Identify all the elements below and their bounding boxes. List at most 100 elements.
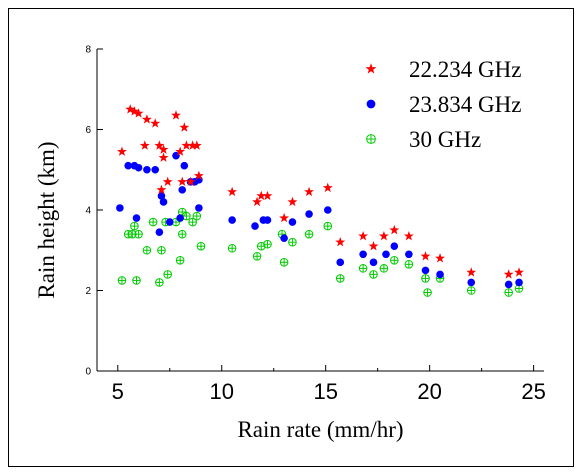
data-point	[263, 216, 272, 224]
series-23-834-ghz	[116, 151, 523, 289]
data-point	[279, 212, 290, 223]
data-point	[403, 230, 414, 241]
data-point	[133, 108, 144, 118]
data-point	[124, 161, 132, 170]
data-point	[466, 267, 477, 277]
y-axis-label: Rain height (km)	[34, 141, 59, 298]
data-point	[335, 237, 346, 247]
data-point	[252, 251, 262, 261]
legend-item: 30 GHz	[366, 127, 481, 152]
x-axis-label: Rain rate (mm/hr)	[237, 417, 403, 442]
data-point	[405, 250, 413, 259]
data-point	[288, 218, 297, 226]
data-point	[389, 224, 400, 235]
data-point	[323, 206, 332, 214]
data-point	[287, 196, 298, 207]
data-point	[280, 234, 288, 242]
data-point	[263, 239, 272, 249]
data-point	[150, 118, 161, 128]
data-point	[134, 229, 143, 239]
data-point	[132, 276, 141, 285]
axes: 0 2 4 6 8 5 10 15 20 25	[85, 45, 545, 405]
data-point	[423, 288, 432, 297]
data-point	[148, 217, 158, 227]
data-point	[129, 106, 140, 116]
legend-marker	[365, 63, 377, 74]
data-point	[180, 161, 189, 170]
data-point	[227, 186, 238, 197]
data-point	[134, 163, 143, 172]
data-point	[188, 217, 197, 227]
x-tick-label: 20	[417, 379, 441, 404]
data-point	[155, 228, 164, 236]
data-point	[151, 165, 160, 174]
data-point	[382, 250, 390, 259]
data-point	[503, 269, 514, 279]
data-point	[143, 165, 151, 174]
data-point	[227, 243, 237, 253]
data-point	[256, 190, 267, 201]
legend: 22.234 GHz 23.834 GHz 30 GHz	[365, 57, 521, 152]
data-point	[117, 276, 127, 285]
data-point	[155, 278, 164, 287]
data-point	[390, 242, 399, 251]
data-point	[157, 192, 166, 200]
data-marks	[116, 104, 524, 297]
legend-marker	[366, 99, 376, 109]
data-point	[117, 146, 127, 156]
data-point	[196, 241, 206, 251]
data-point	[176, 214, 184, 222]
data-point	[358, 264, 368, 273]
data-point	[139, 140, 150, 150]
data-point	[436, 270, 444, 279]
data-point	[335, 274, 345, 283]
data-point	[171, 110, 181, 120]
data-point	[181, 140, 192, 150]
scatter-chart: 0 2 4 6 8 5 10 15 20 25 22.234 GHz 23.834 GHz 30 GH…	[34, 45, 546, 443]
data-point	[175, 146, 186, 156]
data-point	[378, 230, 389, 241]
x-tick-label: 15	[313, 379, 337, 404]
legend-label: 22.234 GHz	[409, 57, 521, 82]
data-point	[467, 278, 476, 287]
data-point	[252, 196, 263, 207]
y-tick-label: 6	[85, 125, 91, 136]
data-point	[369, 258, 378, 267]
legend-item: 23.834 GHz	[366, 92, 521, 117]
data-point	[359, 250, 367, 259]
data-point	[369, 270, 378, 279]
data-point	[162, 176, 173, 187]
x-tick-label: 5	[112, 379, 124, 404]
data-point	[251, 222, 259, 230]
data-point	[228, 216, 236, 224]
data-point	[185, 176, 196, 187]
data-point	[404, 260, 414, 269]
data-point	[130, 221, 139, 231]
data-point	[304, 229, 314, 239]
data-point	[262, 190, 273, 201]
y-tick-label: 8	[85, 45, 91, 56]
data-point	[358, 230, 369, 241]
data-point	[154, 140, 165, 150]
data-point	[322, 182, 333, 193]
x-tick-label: 25	[521, 379, 545, 404]
data-point	[390, 256, 399, 265]
data-point	[116, 204, 124, 212]
data-point	[515, 278, 523, 287]
data-point	[504, 288, 513, 297]
data-point	[157, 245, 166, 255]
data-point	[421, 274, 430, 283]
data-point	[191, 140, 202, 150]
chart-frame: 0 2 4 6 8 5 10 15 20 25 22.234 GHz 23.834 GHz 30 GH…	[8, 8, 574, 467]
data-point	[421, 266, 430, 275]
data-point	[504, 280, 513, 289]
data-point	[195, 204, 203, 212]
data-point	[279, 258, 289, 267]
data-point	[323, 221, 333, 231]
series-22-234-ghz	[117, 104, 524, 279]
data-point	[379, 264, 389, 273]
y-tick-label: 4	[85, 206, 91, 217]
data-point	[163, 270, 172, 279]
data-point	[158, 144, 169, 154]
data-point	[435, 253, 445, 263]
